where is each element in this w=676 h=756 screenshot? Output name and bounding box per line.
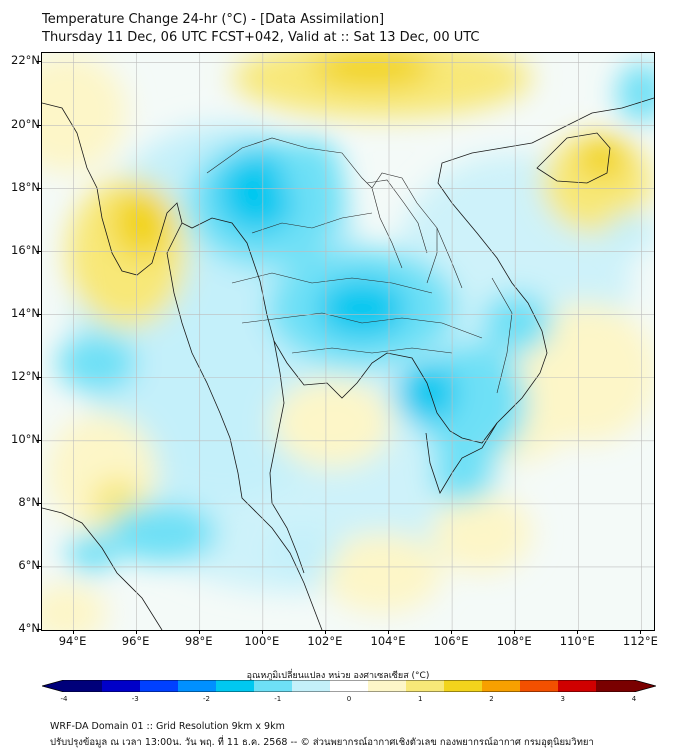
colorbar-tick-label: 4 [631, 695, 637, 703]
lat-tick-mark [37, 502, 41, 504]
map-panel [41, 52, 655, 631]
lon-tick-label: 100°E [244, 634, 280, 648]
colorbar-tick-label: -3 [131, 695, 139, 703]
lon-tick-mark [514, 630, 516, 634]
lon-tick-mark [72, 630, 74, 634]
map-title: Temperature Change 24-hr (°C) - [Data As… [42, 12, 385, 27]
lat-tick-label: 8°N [18, 494, 40, 509]
lat-tick-mark [37, 439, 41, 441]
map-subtitle: Thursday 11 Dec, 06 UTC FCST+042, Valid … [42, 30, 480, 45]
lon-tick-mark [451, 630, 453, 634]
colorbar-segment [330, 680, 369, 692]
colorbar-segment [520, 680, 559, 692]
colorbar-tick-label: 1 [418, 695, 423, 703]
colorbar-segment [368, 680, 407, 692]
colorbar-segment [482, 680, 521, 692]
colorbar-min-extension [42, 680, 64, 692]
lat-tick-mark [37, 313, 41, 315]
lat-tick-mark [37, 187, 41, 189]
colorbar-tick-label: -4 [60, 695, 68, 703]
colorbar-segment [102, 680, 141, 692]
admin-borders [206, 137, 513, 394]
colorbar-segment [64, 680, 103, 692]
colorbar-tick-label: -2 [203, 695, 210, 703]
colorbar-title: อุณหภูมิเปลี่ยนแปลง หน่วย องศาเซลเซียส (… [246, 671, 430, 681]
map-gridlines [42, 53, 654, 630]
lon-tick-label: 110°E [559, 634, 595, 648]
colorbar-max-extension [634, 680, 656, 692]
lat-tick-label: 4°N [18, 621, 40, 635]
lon-tick-label: 108°E [496, 634, 532, 648]
coastlines [42, 97, 654, 630]
lon-tick-mark [388, 630, 389, 634]
colorbar-segment [140, 680, 179, 692]
lat-tick-mark [37, 124, 41, 126]
lat-tick-label: 16°N [11, 242, 40, 257]
lon-tick-mark [135, 630, 137, 634]
lon-tick-mark [261, 630, 263, 634]
lat-tick-mark [37, 376, 41, 378]
lon-tick-label: 106°E [433, 634, 469, 648]
temperature-change-map [42, 53, 654, 630]
colorbar-segment [254, 680, 293, 692]
colorbar-segment [558, 680, 597, 692]
lat-tick-label: 18°N [11, 179, 40, 194]
lon-tick-label: 96°E [121, 634, 150, 648]
lat-tick-label: 12°N [11, 368, 40, 383]
lon-tick-label: 104°E [370, 634, 406, 648]
colorbar-segment [178, 680, 217, 692]
colorbar-tick-label: 3 [560, 695, 565, 703]
lat-tick-label: 22°N [11, 53, 40, 68]
footer-credit: ปรับปรุงข้อมูล ณ เวลา 13:00น. วัน พฤ. ที… [50, 737, 594, 748]
colorbar [42, 680, 656, 692]
footer-model-info: WRF-DA Domain 01 :: Grid Resolution 9km … [50, 721, 285, 732]
colorbar-segment [406, 680, 445, 692]
colorbar-tick-label: -1 [274, 695, 282, 703]
lon-tick-mark [577, 630, 579, 634]
colorbar-segment [216, 680, 255, 692]
colorbar-tick-label: 0 [346, 695, 352, 703]
lat-tick-label: 20°N [11, 116, 40, 131]
lat-tick-label: 14°N [11, 305, 40, 320]
colorbar-segment [292, 680, 331, 692]
lon-tick-mark [640, 630, 642, 634]
lon-tick-label: 94°E [58, 634, 87, 648]
lat-tick-mark [37, 61, 41, 63]
lat-tick-label: 6°N [18, 557, 40, 572]
lon-tick-label: 112°E [622, 634, 658, 648]
colorbar-tick-label: 2 [489, 695, 494, 703]
lat-tick-mark [37, 629, 41, 630]
colorbar-segment [596, 680, 635, 692]
lon-tick-mark [198, 630, 200, 634]
lon-tick-label: 102°E [307, 634, 343, 648]
colorbar-segment [444, 680, 483, 692]
lon-tick-mark [324, 630, 326, 634]
lat-tick-mark [37, 250, 41, 252]
lon-tick-label: 98°E [184, 634, 213, 648]
lat-tick-mark [37, 565, 41, 567]
lat-tick-label: 10°N [11, 431, 40, 446]
temperature-field [42, 53, 654, 630]
